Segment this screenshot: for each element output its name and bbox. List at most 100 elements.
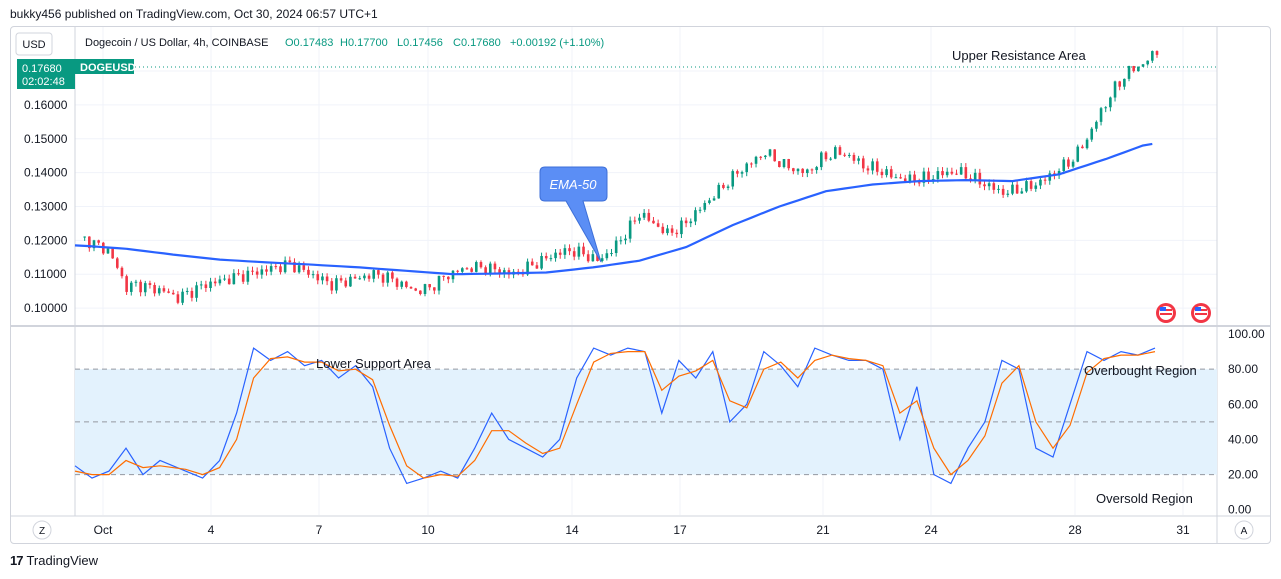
candle-body <box>111 248 114 259</box>
time-tick-label: Oct <box>94 523 113 537</box>
candle-body <box>568 248 571 252</box>
candle-body <box>614 240 618 254</box>
candle-body <box>171 292 175 295</box>
candle-body <box>442 275 445 277</box>
candle-body <box>987 183 991 187</box>
candle-body <box>456 270 459 272</box>
candle-body <box>1076 146 1080 162</box>
candle-body <box>246 270 250 282</box>
candle-body <box>479 262 483 268</box>
candle-body <box>274 266 278 268</box>
candle-body <box>176 294 180 303</box>
candle-body <box>470 268 473 272</box>
candle-body <box>745 163 749 173</box>
auto-scale-button[interactable]: A <box>1234 520 1254 540</box>
candle-body <box>764 155 767 157</box>
candle-body <box>759 156 763 158</box>
price-tick-label: 0.10000 <box>24 301 68 315</box>
candle-body <box>288 260 292 263</box>
candle-body <box>563 248 567 255</box>
candle-body <box>973 172 977 181</box>
candle-body <box>391 272 394 279</box>
candle-body <box>1048 173 1052 181</box>
candle-body <box>363 275 366 279</box>
candle-body <box>806 169 809 174</box>
candle-body <box>1011 184 1014 194</box>
candle-body <box>1090 128 1094 140</box>
oversold-label: Oversold Region <box>1096 491 1193 506</box>
candle-body <box>796 168 800 172</box>
candle-body <box>1151 51 1154 61</box>
candle-body <box>666 228 669 234</box>
candle-body <box>377 270 380 275</box>
candle-body <box>1095 121 1098 129</box>
candle-body <box>1127 65 1131 79</box>
us-flag-icon[interactable] <box>1191 303 1211 323</box>
candle-body <box>610 253 613 255</box>
candle-body <box>927 171 930 180</box>
candle-body <box>829 158 832 160</box>
candle-body <box>661 226 665 234</box>
candle-body <box>349 276 352 287</box>
candle-body <box>488 263 492 274</box>
zoom-reset-button[interactable]: Z <box>32 520 52 540</box>
stochastic-d-line <box>74 351 1156 479</box>
candle-body <box>750 163 753 165</box>
candle-body <box>153 284 156 294</box>
candle-body <box>143 283 147 293</box>
candle-body <box>400 281 404 287</box>
candle-body <box>260 269 264 275</box>
candle-body <box>437 275 441 291</box>
candle-body <box>1062 159 1066 172</box>
candle-body <box>199 284 203 286</box>
currency-button[interactable]: USD <box>15 32 53 56</box>
candle-body <box>1006 193 1010 195</box>
bar-countdown: 02:02:48 <box>22 76 65 88</box>
candle-body <box>675 232 679 235</box>
candle-body <box>526 261 529 275</box>
candle-body <box>386 272 390 283</box>
candle-body <box>577 246 581 257</box>
ema-callout: EMA-50 <box>539 166 608 263</box>
price-axis-labels: 0.10000 0.11000 0.12000 0.13000 0.14000 0.150… <box>24 64 68 315</box>
time-tick-label: 7 <box>316 523 323 537</box>
candle-body <box>959 167 963 175</box>
candle-body <box>633 220 637 222</box>
candle-body <box>1123 78 1126 87</box>
candle-body <box>684 220 688 224</box>
tradingview-logo-icon: 17 <box>10 553 24 568</box>
candle-body <box>917 182 921 184</box>
candle-body <box>265 269 268 272</box>
time-tick-label: 14 <box>565 523 579 537</box>
legend-close: C0.17680 <box>453 37 501 49</box>
lower-support-label: Lower Support Area <box>316 356 432 371</box>
candle-body <box>619 240 623 242</box>
candle-body <box>311 274 315 276</box>
candle-body <box>115 258 119 268</box>
candle-body <box>875 161 879 172</box>
candle-body <box>899 177 902 179</box>
candle-body <box>852 154 856 161</box>
candle-body <box>353 276 357 279</box>
candle-body <box>1113 81 1117 98</box>
candle-body <box>405 281 408 287</box>
candle-body <box>339 278 343 281</box>
candle-body <box>1020 191 1024 194</box>
candle-body <box>307 269 310 275</box>
candle-body <box>269 266 273 272</box>
candle-body <box>409 286 413 289</box>
candle-body <box>395 278 399 287</box>
stochastic-k-line <box>74 347 1156 485</box>
candle-body <box>283 260 287 273</box>
us-flag-icon[interactable] <box>1156 303 1176 323</box>
zoom-label: Z <box>39 526 45 537</box>
candle-body <box>125 276 128 292</box>
candle-body <box>465 268 469 270</box>
candle-body <box>600 258 604 262</box>
candle-body <box>106 248 110 254</box>
candle-body <box>279 266 282 273</box>
candle-body <box>255 271 259 275</box>
candle-body <box>820 152 823 168</box>
candle-body <box>558 252 562 255</box>
candle-body <box>535 265 539 269</box>
